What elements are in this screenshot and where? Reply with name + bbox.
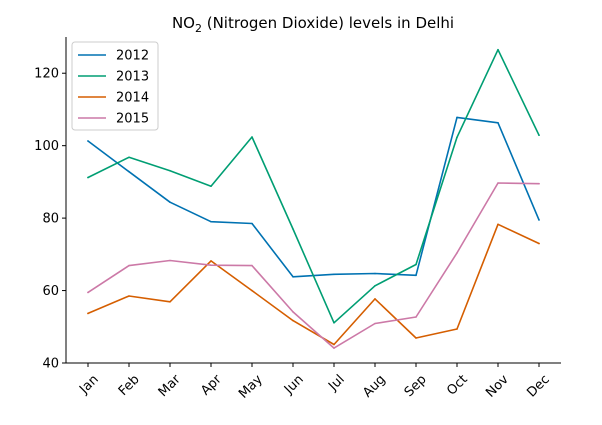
data-point-2012: [333, 273, 335, 276]
data-point-2012: [292, 276, 294, 278]
chart-title-subscript: 2: [195, 22, 202, 35]
x-axis-ticks: Jan Feb Mar Apr May Jun Jul Aug Sep Oct Nov Dec: [76, 363, 553, 402]
x-tick-label: Jan: [76, 372, 101, 397]
legend-label-2014: 2014: [116, 91, 149, 106]
data-point-2015: [456, 252, 458, 254]
data-point-2015: [210, 264, 212, 267]
series-line-2014: [87, 223, 540, 346]
data-point-2015: [292, 311, 294, 313]
data-point-2013: [333, 322, 335, 324]
data-point-2015: [415, 316, 417, 318]
chart-title-main: NO: [172, 14, 195, 32]
x-tick-label: Aug: [360, 372, 389, 401]
data-point-2013: [374, 285, 376, 287]
data-point-2014: [497, 223, 499, 226]
y-tick-label: 120: [34, 67, 59, 82]
data-point-2014: [374, 298, 376, 300]
data-point-2012: [456, 116, 458, 119]
data-point-2013: [292, 228, 294, 230]
data-point-2012: [251, 222, 253, 225]
data-point-2014: [415, 337, 417, 339]
y-axis-ticks: 40 60 80 100 120: [34, 67, 66, 372]
x-tick-label: Jun: [281, 372, 307, 398]
data-point-2012: [169, 201, 171, 203]
y-tick-label: 40: [42, 357, 59, 372]
legend-label-2015: 2015: [116, 112, 149, 127]
data-point-2015: [169, 259, 171, 262]
data-point-2013: [415, 263, 417, 266]
legend: 2012 2013 2014 2015: [71, 41, 159, 131]
x-tick-label: May: [236, 372, 266, 402]
data-point-2012: [497, 122, 499, 124]
data-point-2014: [538, 242, 540, 245]
data-point-2013: [210, 185, 212, 187]
data-point-2013: [169, 169, 171, 172]
data-point-2013: [87, 176, 89, 179]
x-tick-label: Jul: [325, 372, 347, 394]
data-point-2013: [251, 136, 253, 138]
data-point-2014: [333, 343, 335, 346]
series-line-2013: [87, 48, 540, 324]
data-point-2014: [169, 301, 171, 303]
data-point-2013: [497, 48, 499, 51]
data-point-2014: [210, 260, 212, 262]
chart-title: NO2 (Nitrogen Dioxide) levels in Delhi: [172, 14, 454, 35]
data-point-2015: [251, 264, 253, 267]
data-point-2015: [128, 264, 130, 267]
x-tick-label: Dec: [524, 372, 552, 400]
data-point-2015: [333, 347, 335, 349]
x-tick-label: Feb: [116, 372, 143, 399]
legend-label-2013: 2013: [116, 70, 149, 85]
data-point-2014: [292, 319, 294, 322]
data-point-2014: [128, 295, 130, 297]
series-line-2015: [87, 182, 540, 349]
y-tick-label: 60: [42, 284, 59, 299]
legend-box: [71, 41, 159, 131]
data-point-2012: [128, 170, 130, 173]
x-tick-label: Sep: [402, 372, 430, 400]
y-tick-label: 100: [34, 139, 59, 154]
data-point-2015: [374, 322, 376, 325]
data-point-2012: [87, 140, 89, 142]
data-point-2013: [128, 156, 130, 159]
series-lines: [87, 48, 540, 349]
data-point-2013: [538, 134, 540, 136]
data-point-2015: [87, 291, 89, 294]
data-point-2013: [456, 136, 458, 139]
data-point-2014: [251, 289, 253, 292]
legend-label-2012: 2012: [116, 49, 149, 64]
data-point-2015: [497, 182, 499, 184]
x-tick-label: Apr: [198, 372, 225, 399]
data-point-2012: [538, 219, 540, 221]
chart-title-rest: (Nitrogen Dioxide) levels in Delhi: [202, 14, 454, 32]
x-tick-label: Oct: [444, 372, 471, 399]
data-point-2012: [415, 274, 417, 277]
data-point-2012: [374, 272, 376, 275]
data-point-2014: [87, 312, 89, 315]
x-tick-label: Nov: [483, 372, 512, 401]
data-point-2015: [538, 182, 540, 185]
y-tick-label: 80: [42, 212, 59, 227]
data-point-2014: [456, 328, 458, 330]
data-point-2012: [210, 220, 212, 223]
x-tick-label: Mar: [156, 372, 184, 400]
series-line-2012: [87, 116, 540, 278]
